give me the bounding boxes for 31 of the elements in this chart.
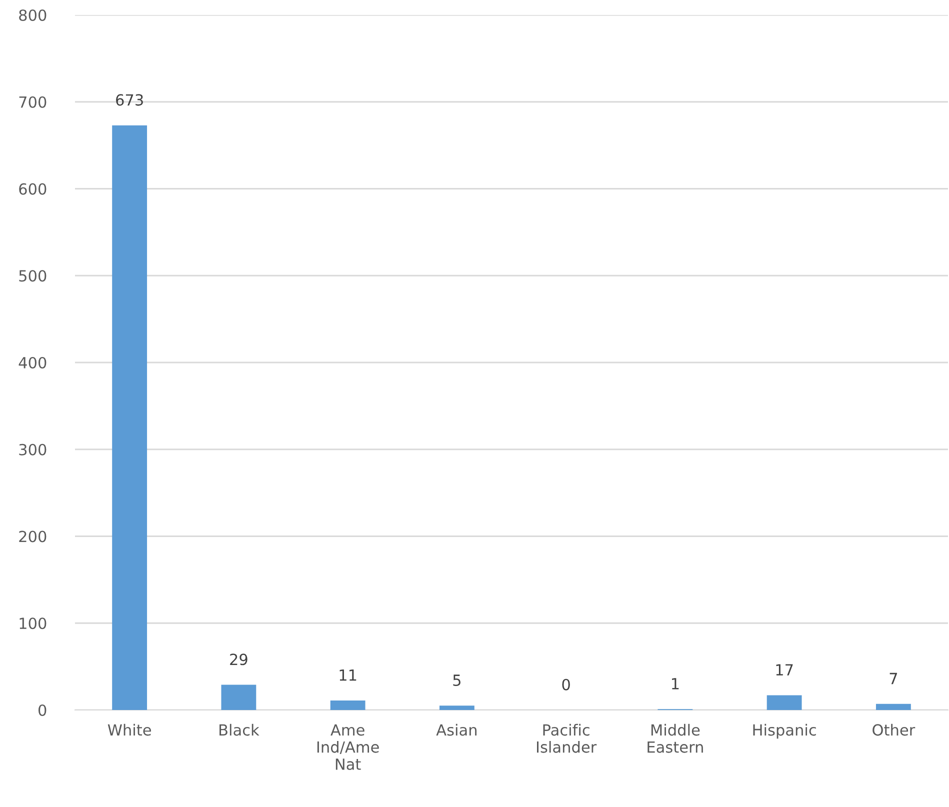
- y-tick-label: 400: [18, 356, 46, 369]
- bar: [876, 704, 911, 710]
- y-tick-label: 0: [38, 704, 46, 716]
- bar: [439, 706, 474, 710]
- y-tick-label: 600: [19, 183, 46, 195]
- bar: [766, 695, 802, 710]
- x-tick-label: Pacific Islander: [536, 724, 597, 753]
- data-label: 17: [776, 664, 793, 676]
- x-tick-label: Ame Ind/Ame Nat: [317, 724, 379, 770]
- data-label: 673: [116, 94, 143, 106]
- x-tick-label: Asian: [436, 724, 476, 736]
- data-label: 5: [453, 674, 460, 686]
- x-tick-label: Hispanic: [753, 724, 816, 739]
- data-label: 29: [230, 654, 248, 666]
- y-tick-label: 300: [19, 444, 46, 456]
- data-label: 0: [562, 678, 570, 690]
- data-label: 1: [672, 678, 679, 690]
- x-tick-label: Other: [872, 724, 916, 736]
- bar: [221, 684, 256, 710]
- y-tick-label: 700: [19, 96, 46, 108]
- bar: [330, 700, 366, 710]
- data-label: 7: [890, 672, 897, 684]
- x-tick-label: White: [108, 724, 151, 736]
- y-tick-label: 200: [19, 530, 46, 542]
- x-tick-label: Middle Eastern: [648, 724, 703, 753]
- x-tick-label: Black: [220, 724, 260, 736]
- data-label: 11: [340, 669, 356, 681]
- y-tick-label: 500: [19, 270, 46, 282]
- bar: [112, 125, 148, 710]
- y-tick-label: 100: [20, 618, 46, 630]
- y-tick-label: 800: [19, 9, 46, 22]
